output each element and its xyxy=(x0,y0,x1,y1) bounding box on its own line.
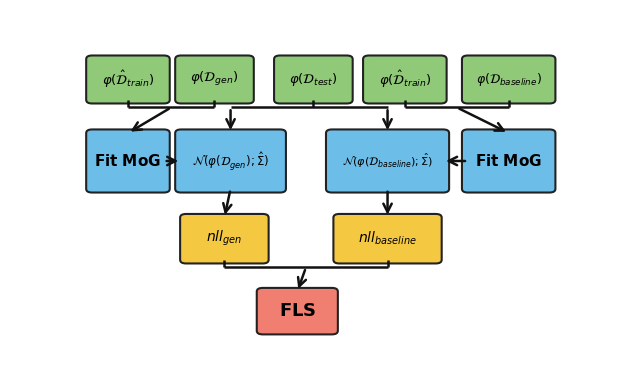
FancyBboxPatch shape xyxy=(462,129,556,192)
FancyBboxPatch shape xyxy=(256,288,338,334)
FancyBboxPatch shape xyxy=(363,56,447,103)
Text: $\mathbf{Fit\ MoG}$: $\mathbf{Fit\ MoG}$ xyxy=(94,153,161,169)
Text: $\mathbf{Fit\ MoG}$: $\mathbf{Fit\ MoG}$ xyxy=(475,153,542,169)
FancyBboxPatch shape xyxy=(180,214,269,263)
FancyBboxPatch shape xyxy=(175,56,254,103)
FancyBboxPatch shape xyxy=(175,129,286,192)
FancyBboxPatch shape xyxy=(462,56,556,103)
Text: $\varphi(\mathcal{D}_{baseline})$: $\varphi(\mathcal{D}_{baseline})$ xyxy=(476,71,542,88)
Text: $\varphi(\mathcal{D}_{gen})$: $\varphi(\mathcal{D}_{gen})$ xyxy=(190,71,239,89)
FancyBboxPatch shape xyxy=(334,214,441,263)
Text: $\mathcal{N}(\varphi(\mathcal{D}_{baseline});\hat{\Sigma})$: $\mathcal{N}(\varphi(\mathcal{D}_{baseli… xyxy=(342,152,433,170)
Text: $\mathbf{FLS}$: $\mathbf{FLS}$ xyxy=(279,302,316,320)
FancyBboxPatch shape xyxy=(326,129,449,192)
Text: $nll_{baseline}$: $nll_{baseline}$ xyxy=(358,230,417,247)
Text: $nll_{gen}$: $nll_{gen}$ xyxy=(206,229,242,249)
FancyBboxPatch shape xyxy=(274,56,353,103)
Text: $\varphi(\hat{\mathcal{D}}_{train})$: $\varphi(\hat{\mathcal{D}}_{train})$ xyxy=(378,69,431,90)
Text: $\mathcal{N}(\varphi(\mathcal{D}_{gen});\hat{\Sigma})$: $\mathcal{N}(\varphi(\mathcal{D}_{gen});… xyxy=(192,150,269,172)
FancyBboxPatch shape xyxy=(86,129,170,192)
Text: $\varphi(\hat{\mathcal{D}}_{train})$: $\varphi(\hat{\mathcal{D}}_{train})$ xyxy=(101,69,154,90)
Text: $\varphi(\mathcal{D}_{test})$: $\varphi(\mathcal{D}_{test})$ xyxy=(289,71,338,88)
FancyBboxPatch shape xyxy=(86,56,170,103)
